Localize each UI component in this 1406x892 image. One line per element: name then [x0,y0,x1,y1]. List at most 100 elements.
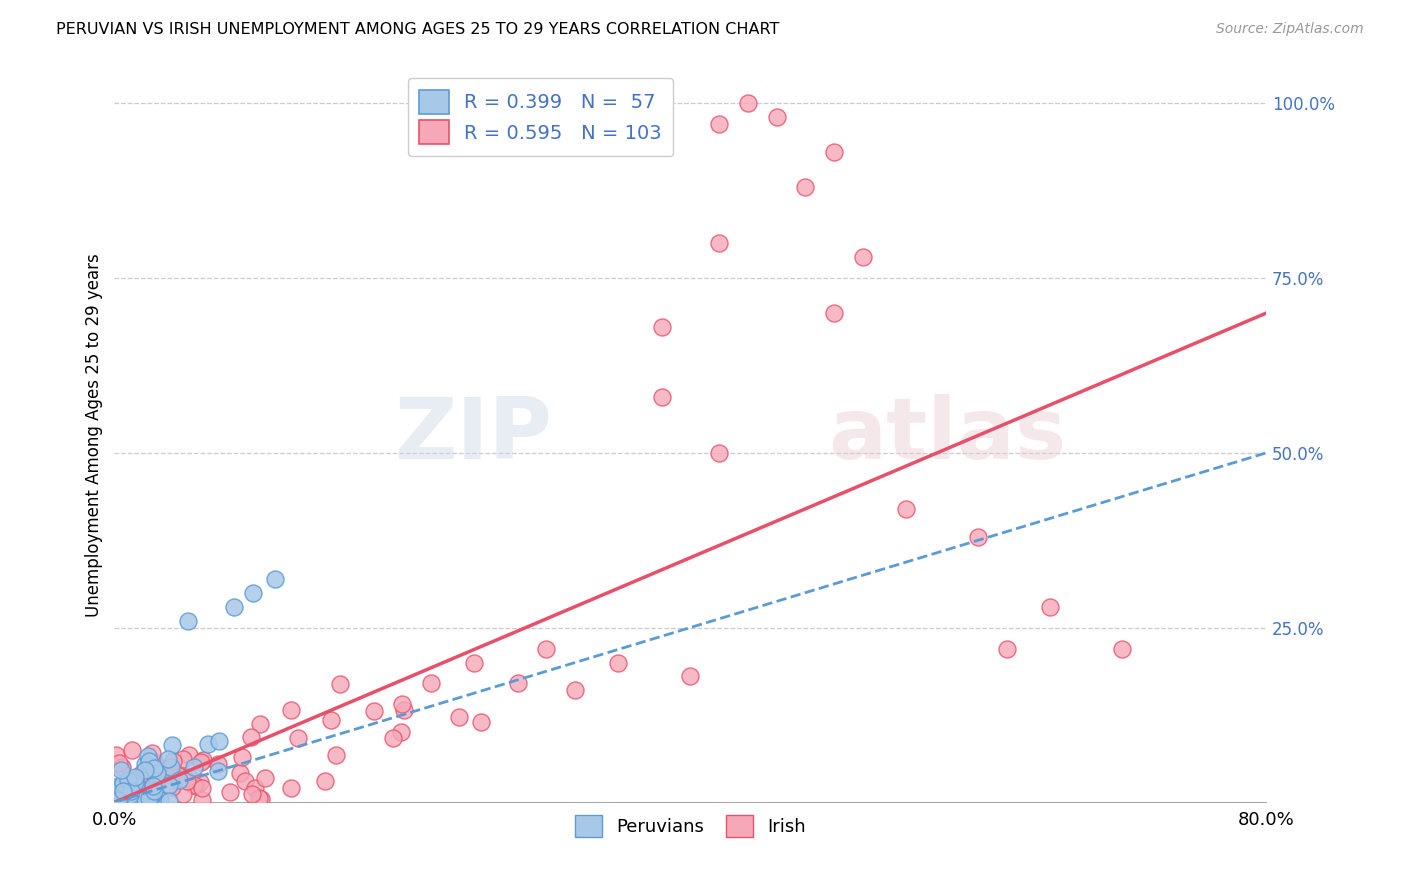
Point [607,656,630,670]
Point [183,759,205,773]
Point [107,793,129,807]
Point [143,761,166,775]
Point [141,789,163,804]
Point [253,772,276,786]
Point [190,793,212,807]
Point [447,710,470,724]
Point [108,756,131,770]
Point [153,765,176,780]
Point [160,759,183,773]
Point [145,768,167,782]
Point [132,784,155,798]
Point [823,145,845,160]
Point [114,782,136,797]
Point [190,756,212,770]
Point [105,791,128,805]
Point [1111,641,1133,656]
Point [243,780,266,795]
Point [104,780,127,795]
Point [138,756,160,771]
Point [679,669,702,683]
Point [1039,599,1062,614]
Point [219,785,242,799]
Point [138,754,160,768]
Point [995,641,1018,656]
Point [240,787,263,801]
Point [737,96,759,111]
Point [105,787,128,801]
Point [120,788,142,802]
Point [121,775,143,789]
Point [157,778,180,792]
Point [207,764,229,778]
Point [124,770,146,784]
Legend: Peruvians, Irish: Peruvians, Irish [568,808,813,845]
Point [141,746,163,760]
Point [896,501,918,516]
Point [363,705,385,719]
Point [240,731,263,745]
Point [207,757,229,772]
Point [162,766,184,780]
Point [233,773,256,788]
Point [231,750,253,764]
Point [141,779,163,793]
Point [191,753,214,767]
Point [117,773,139,788]
Point [105,785,128,799]
Point [391,698,413,712]
Point [122,780,145,795]
Point [536,641,558,656]
Point [149,793,172,807]
Point [160,780,183,794]
Point [110,763,132,777]
Point [177,747,200,762]
Point [166,768,188,782]
Point [765,111,787,125]
Point [138,749,160,764]
Point [143,783,166,797]
Point [134,794,156,808]
Point [117,794,139,808]
Point [111,776,134,790]
Point [121,743,143,757]
Point [329,677,352,691]
Point [134,791,156,805]
Point [118,784,141,798]
Point [172,752,194,766]
Point [125,794,148,808]
Point [104,790,127,805]
Point [141,788,163,802]
Point [105,795,128,809]
Text: ZIP: ZIP [394,394,553,477]
Point [131,766,153,780]
Text: Source: ZipAtlas.com: Source: ZipAtlas.com [1216,22,1364,37]
Point [794,180,817,194]
Point [650,320,672,334]
Point [131,781,153,796]
Point [122,780,145,794]
Point [249,717,271,731]
Y-axis label: Unemployment Among Ages 25 to 29 years: Unemployment Among Ages 25 to 29 years [86,253,103,617]
Point [381,731,404,745]
Point [420,676,443,690]
Point [172,787,194,801]
Point [176,774,198,789]
Point [146,765,169,780]
Point [111,760,134,774]
Point [136,788,159,802]
Point [707,236,730,251]
Point [129,793,152,807]
Point [111,789,134,803]
Point [129,784,152,798]
Point [104,747,127,762]
Text: PERUVIAN VS IRISH UNEMPLOYMENT AMONG AGES 25 TO 29 YEARS CORRELATION CHART: PERUVIAN VS IRISH UNEMPLOYMENT AMONG AGE… [56,22,779,37]
Point [325,747,347,762]
Point [148,763,170,777]
Point [132,789,155,803]
Point [142,756,165,770]
Point [707,446,730,460]
Point [125,781,148,796]
Point [108,790,131,805]
Point [263,572,285,586]
